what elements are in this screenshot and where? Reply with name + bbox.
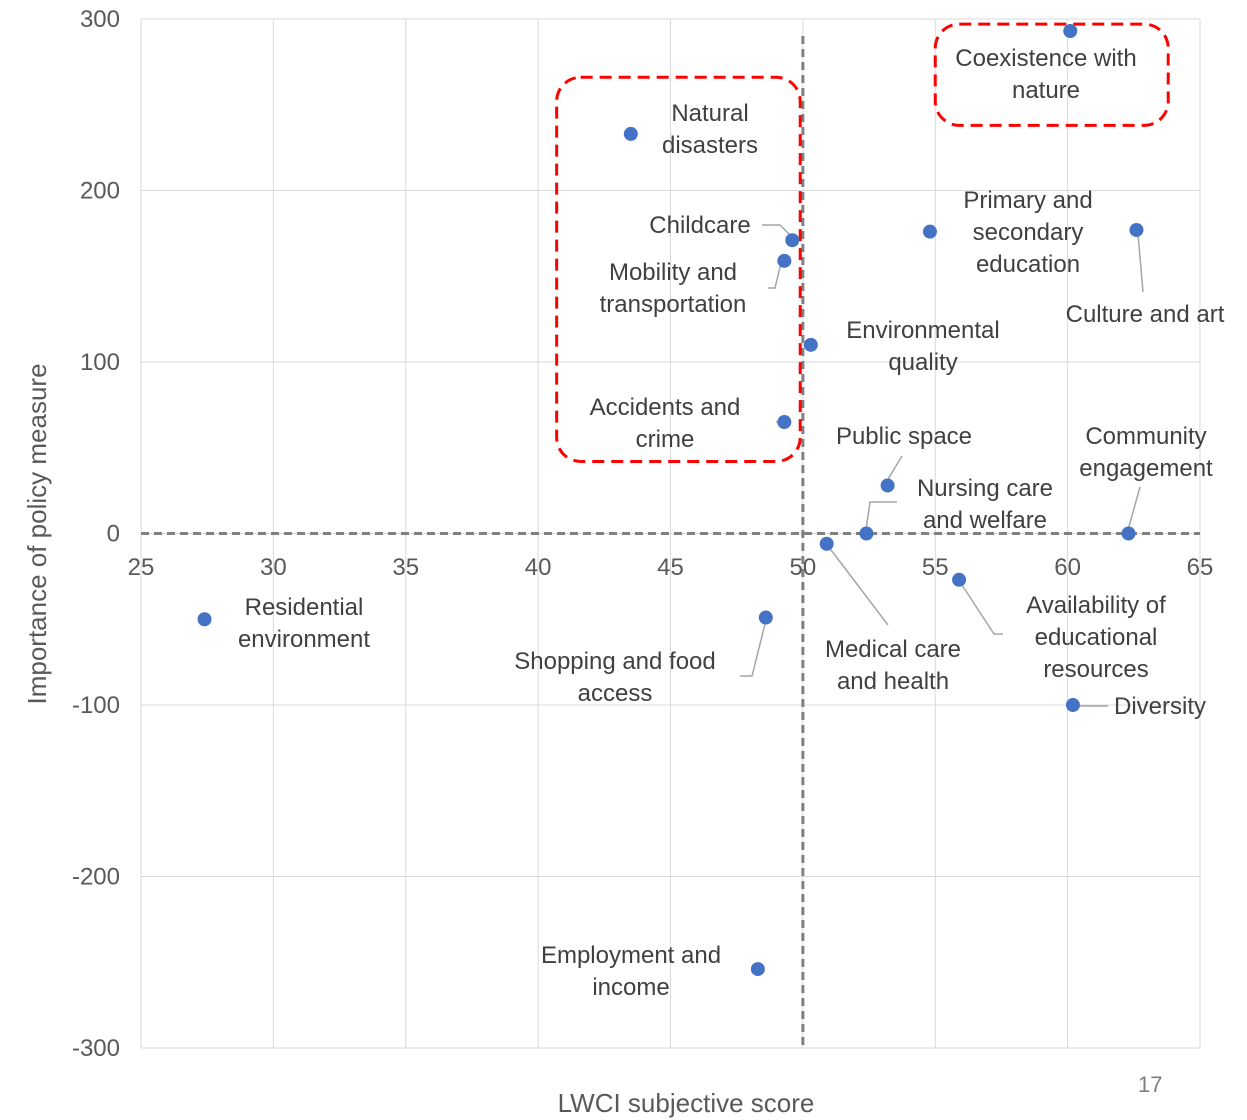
leader-line <box>865 501 897 531</box>
data-point <box>1065 698 1080 712</box>
data-point <box>952 572 967 587</box>
point-label: Diversity <box>1114 693 1206 720</box>
highlight-boxes <box>555 22 1170 463</box>
data-point <box>819 536 834 551</box>
data-point <box>758 610 773 625</box>
data-points <box>197 24 1144 977</box>
y-tick-label: 100 <box>80 349 120 376</box>
y-tick-label: 300 <box>80 6 120 33</box>
leader-line <box>1137 233 1144 293</box>
data-point <box>1063 24 1078 39</box>
y-tick-label: 0 <box>107 521 120 548</box>
leader-line <box>827 545 889 626</box>
point-label: Primary and secondary education <box>963 187 1092 278</box>
data-point <box>197 612 212 627</box>
x-tick-label: 35 <box>392 554 419 581</box>
leader-line <box>762 224 791 236</box>
point-label: Natural disasters <box>662 100 758 159</box>
data-point <box>880 478 895 493</box>
highlight-box-right <box>933 22 1170 127</box>
data-point <box>1129 222 1144 237</box>
leader-lines <box>740 224 1144 707</box>
point-labels: Coexistence with nature Natural disasters Ch… <box>238 45 1225 1001</box>
point-label: Medical care and health <box>825 636 961 695</box>
point-label: Residential environment <box>238 594 370 653</box>
y-tick-label: -300 <box>72 1035 120 1062</box>
x-tick-label: 30 <box>260 554 287 581</box>
point-label: Public space <box>836 423 972 450</box>
point-label: Childcare <box>649 212 750 239</box>
x-tick-label: 40 <box>525 554 552 581</box>
data-point <box>859 526 874 541</box>
data-point <box>1121 526 1136 541</box>
point-label: Shopping and food access <box>514 648 716 707</box>
leader-line <box>886 455 903 482</box>
leader-line <box>959 581 1003 635</box>
x-tick-label: 50 <box>790 554 817 581</box>
point-label: Accidents and crime <box>590 394 741 453</box>
point-label: Community engagement <box>1079 423 1213 482</box>
x-tick-label: 60 <box>1054 554 1081 581</box>
point-label: Employment and income <box>541 942 721 1001</box>
point-label: Nursing care and welfare <box>917 475 1053 534</box>
reference-lines <box>141 36 1200 1048</box>
point-label: Coexistence with nature <box>955 45 1136 104</box>
y-tick-label: -100 <box>72 692 120 719</box>
data-point <box>777 415 792 430</box>
highlight-box-left <box>555 75 802 463</box>
y-axis-title: Importance of policy measure <box>22 363 52 704</box>
data-point <box>623 126 638 141</box>
tick-labels: 25 30 35 40 45 50 55 60 65 300 200 100 0 -100 -200 -300 <box>72 6 1213 1062</box>
y-tick-label: 200 <box>80 178 120 205</box>
x-tick-label: 65 <box>1187 554 1214 581</box>
x-tick-label: 55 <box>922 554 949 581</box>
leader-line <box>1127 486 1141 531</box>
point-label: Mobility and transportation <box>600 259 747 318</box>
page-number: 17 <box>1138 1072 1163 1097</box>
x-axis-title: LWCI subjective score <box>558 1088 815 1118</box>
data-point <box>922 224 937 239</box>
x-tick-label: 45 <box>657 554 684 581</box>
point-label: Environmental quality <box>846 317 999 376</box>
data-point <box>803 337 818 352</box>
data-point <box>777 253 792 268</box>
x-tick-label: 25 <box>128 554 155 581</box>
data-point <box>785 233 800 248</box>
leader-line <box>740 623 766 677</box>
point-label: Availability of educational resources <box>1026 592 1166 683</box>
data-point <box>750 962 765 977</box>
y-tick-label: -200 <box>72 864 120 891</box>
leader-line <box>768 262 782 289</box>
point-label: Culture and art <box>1066 301 1225 328</box>
